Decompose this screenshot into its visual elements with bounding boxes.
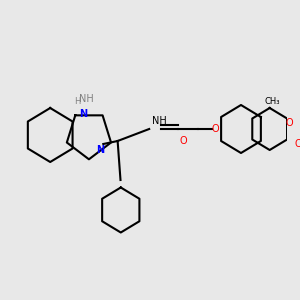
Text: CH₃: CH₃ <box>265 98 280 106</box>
Text: O: O <box>295 139 300 149</box>
Text: NH: NH <box>79 94 93 104</box>
Text: N: N <box>96 145 104 155</box>
Text: O: O <box>180 136 188 146</box>
Text: O: O <box>286 118 294 128</box>
Text: NH: NH <box>152 116 167 126</box>
Text: O: O <box>212 124 219 134</box>
Text: N: N <box>79 109 87 119</box>
Text: H: H <box>74 98 81 106</box>
